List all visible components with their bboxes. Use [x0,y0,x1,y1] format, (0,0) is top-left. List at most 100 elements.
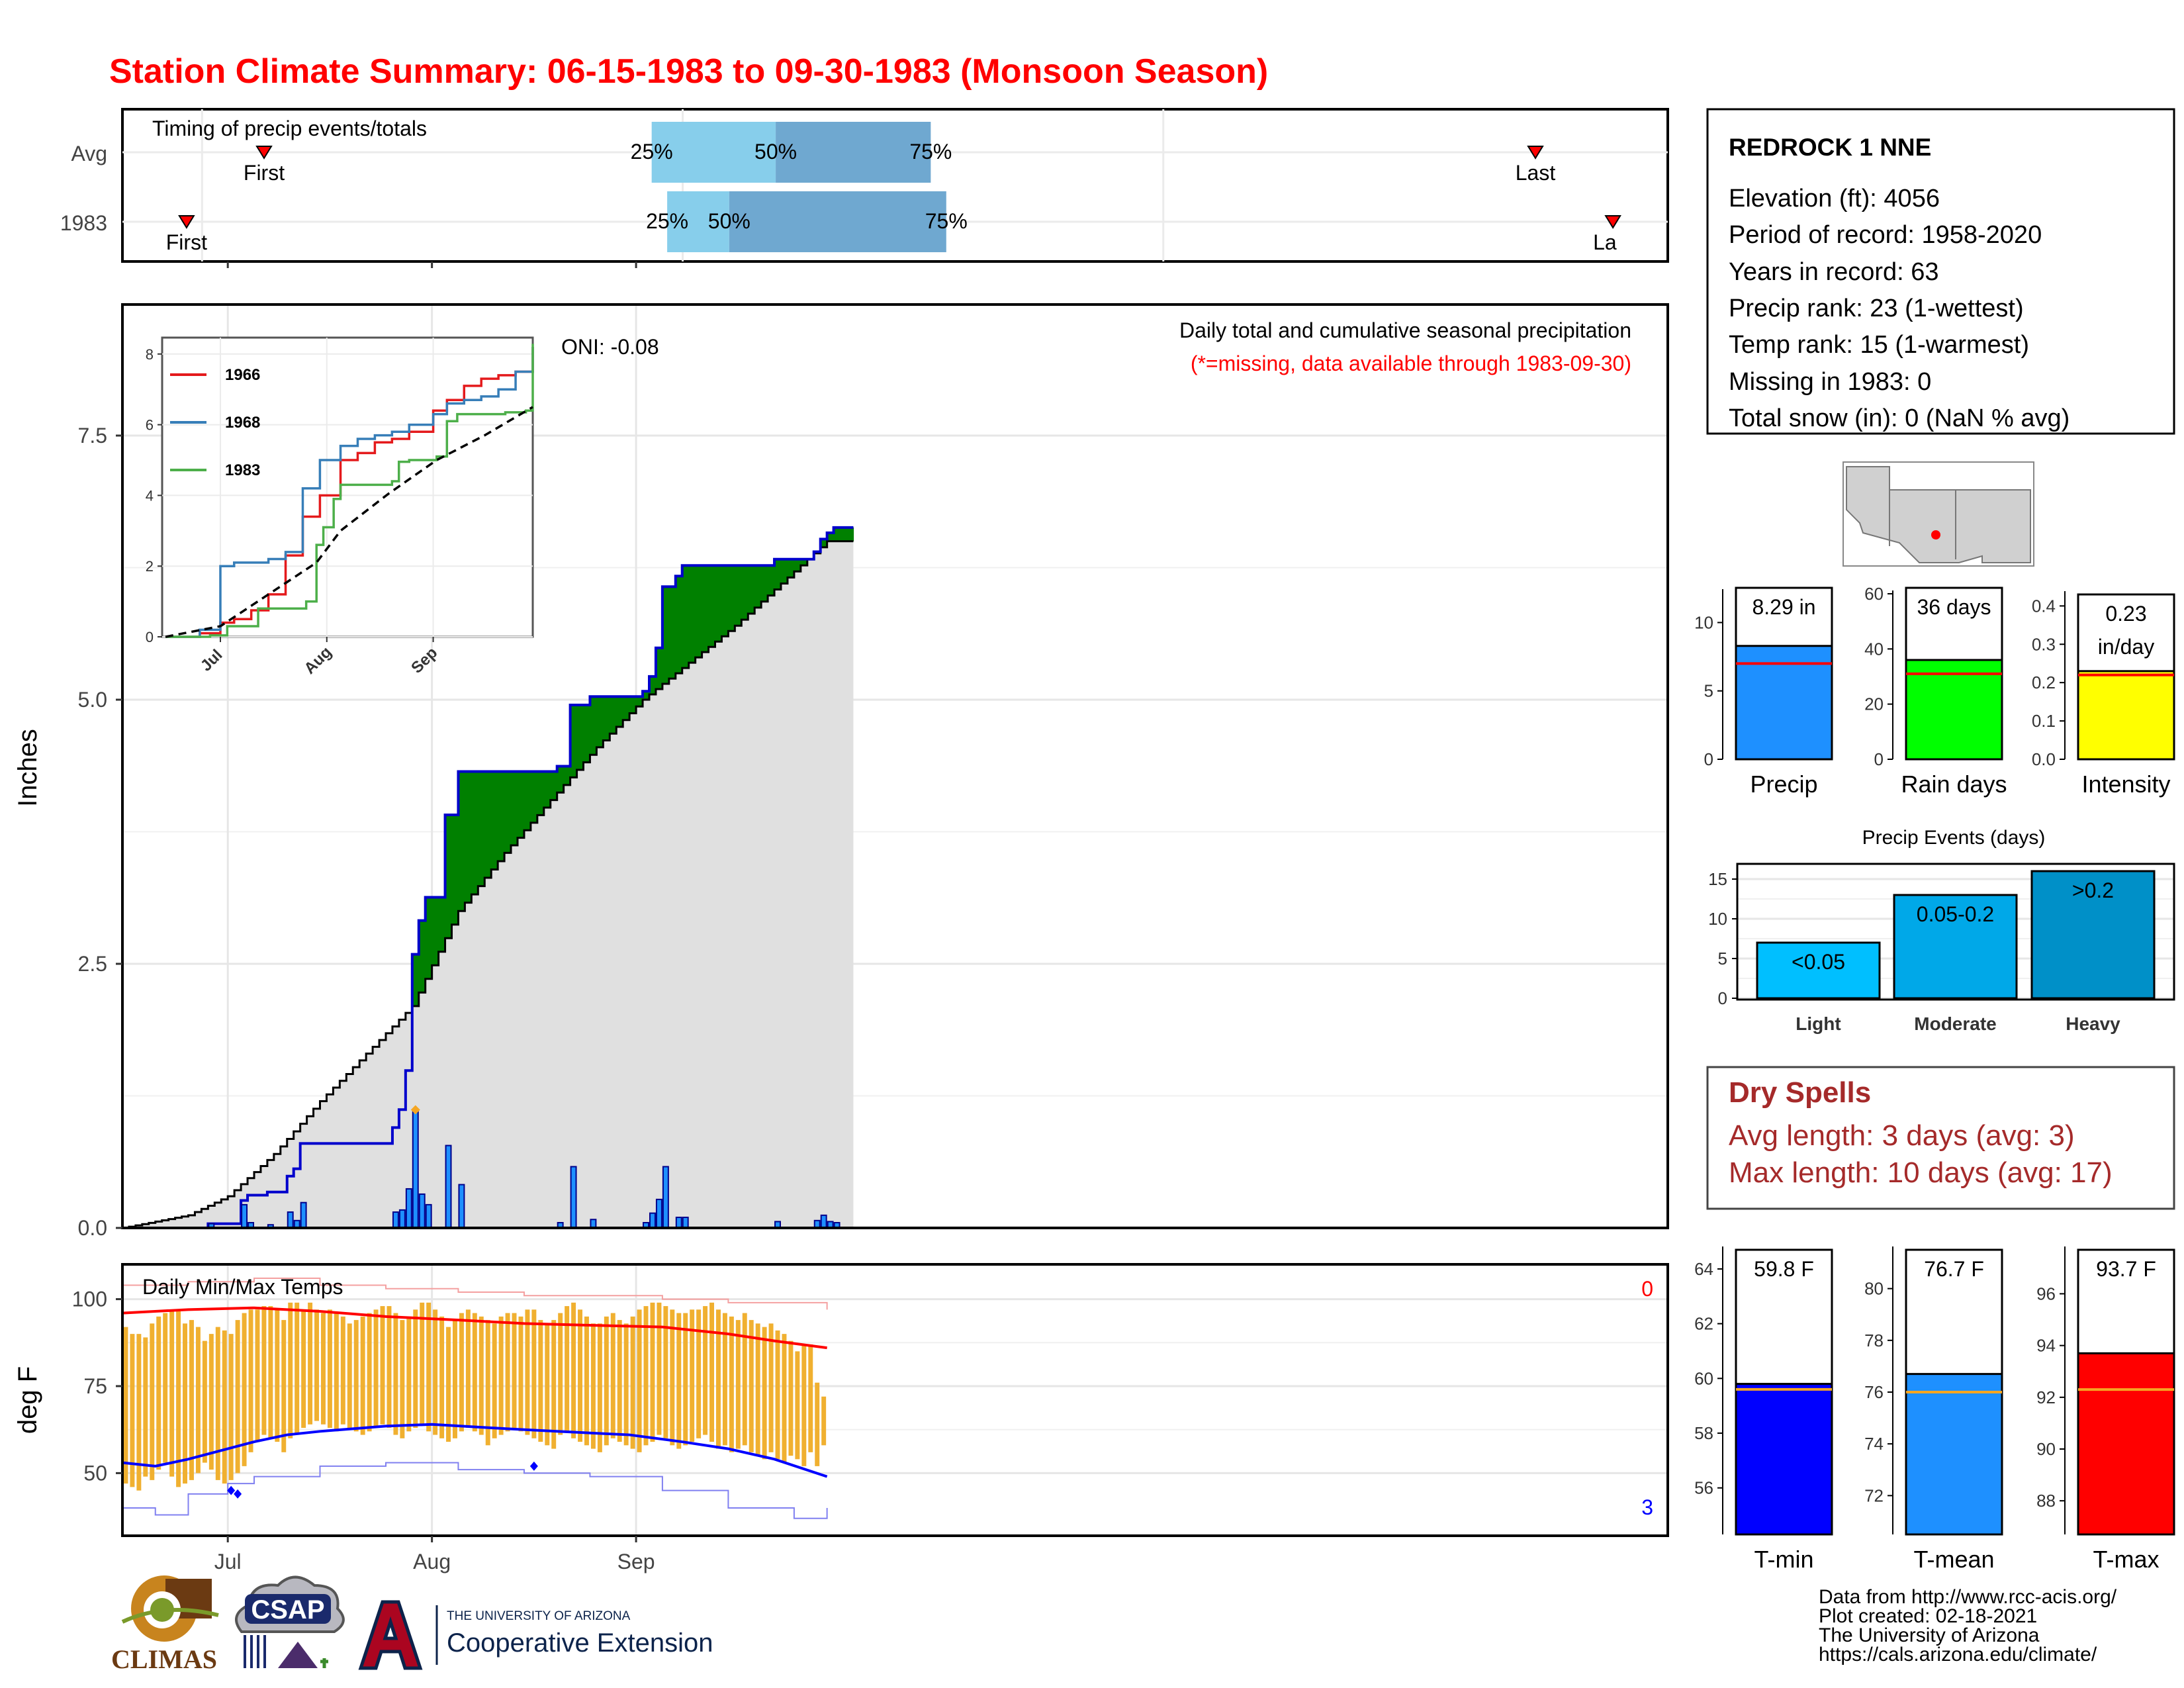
daily-precip-bar [655,1198,662,1229]
temp-daily-range-bar [683,1313,688,1446]
above-average-fill [695,565,703,658]
summary-bar-value [2077,1352,2175,1536]
inset-y-tick-label: 2 [146,558,154,575]
summary-bar-y-tick-label: 74 [1864,1434,1884,1454]
temp-daily-range-bar [762,1327,767,1460]
temp-daily-range-bar [663,1306,668,1438]
temp-daily-range-bar [380,1306,385,1425]
temp-daily-range-bar [538,1320,543,1442]
above-average-fill [523,771,531,831]
above-average-fill [603,696,610,741]
temp-daily-range-bar [261,1306,267,1435]
station-name: REDROCK 1 NNE [1729,134,1931,161]
inset-y-tick-label: 8 [146,346,154,363]
temp-daily-range-bar [670,1309,675,1446]
summary-bar-y-tick-label: 0.3 [2032,634,2056,654]
timing-p75-label: 75% [925,209,968,233]
temp-daily-range-bar [578,1309,582,1442]
temp-daily-range-bar [295,1302,300,1435]
above-average-fill [432,897,439,966]
above-average-fill [465,771,472,903]
dry-spells-avg: Avg length: 3 days (avg: 3) [1729,1119,2075,1152]
temp-daily-range-bar [143,1337,148,1477]
temp-daily-range-bar [183,1323,187,1484]
daily-precip-bar [445,1145,452,1229]
timing-last-marker [1604,215,1621,229]
ua-logo: THE UNIVERSITY OF ARIZONA Cooperative Ex… [358,1600,713,1670]
dry-spells-title: Dry Spells [1729,1076,1871,1109]
summary-bar-y-tick-label: 90 [2036,1439,2056,1459]
precip-areas [122,526,854,1229]
daily-precip-bar [649,1212,656,1229]
summary-bar-y-tick-label: 88 [2036,1491,2056,1511]
temp-daily-range-bar [420,1302,425,1425]
station-location-dot [1931,530,1940,539]
temp-daily-range-bar [735,1320,741,1449]
observed-cumulative-line [122,526,854,1229]
temp-y-ticks: 50 75 100 [72,1288,122,1485]
above-average-fill [662,586,670,684]
precip-missing-note: (*=missing, data available through 1983-… [1191,352,1631,375]
temp-daily-range-bar [709,1302,714,1442]
temp-daily-range-bar [446,1327,451,1442]
daily-precip-bar [662,1166,669,1229]
record-low-marker [529,1461,538,1471]
temp-lines [122,1278,828,1519]
temp-daily-range-bar [163,1313,168,1463]
summary-bar-y-tick-label: 0.0 [2032,749,2056,769]
events-y-tick-label: 15 [1708,869,1727,889]
temp-daily-range-bar [215,1327,220,1480]
x-axis-tick-label: Jul [214,1550,242,1573]
credit-url: https://cals.arizona.edu/climate/ [1819,1644,2097,1665]
temp-daily-range-bar [696,1309,702,1438]
above-average-fill [655,647,663,690]
timing-p50-label: 50% [754,140,797,164]
temp-daily-range-bar [505,1313,510,1432]
above-average-fill [636,696,643,707]
timing-last-marker [1527,146,1544,160]
above-average-fill [748,565,755,614]
above-average-fill [557,766,565,793]
precip-event-bar-label: 0.05-0.2 [1917,902,1994,926]
summary-bar-y-tick-label: 94 [2036,1336,2056,1356]
above-average-fill [675,576,683,674]
temp-daily-range-bar [571,1302,576,1438]
above-average-fill [412,954,420,1006]
daily-precip-bar [398,1209,406,1229]
temp-daily-range-bar [189,1320,194,1480]
temp-line-record-low [122,1462,828,1519]
temp-daily-range-bar [815,1382,820,1466]
temp-daily-range-bar [690,1309,695,1442]
temp-daily-range-bar [749,1320,754,1452]
timing-p25-label: 25% [646,209,688,233]
temp-daily-range-bar [281,1320,287,1452]
above-average-fill [800,559,808,566]
above-average-fill [781,559,788,584]
temp-daily-bars [123,1302,827,1491]
summary-bar-y-tick-label: 20 [1864,694,1884,714]
page-title: Station Climate Summary: 06-15-1983 to 0… [109,52,1268,91]
daily-precip-bar [418,1193,426,1229]
temp-daily-range-bar [722,1313,727,1446]
temp-daily-range-bar [314,1309,319,1421]
summary-bar-y-tick-label: 5 [1704,681,1713,701]
temp-daily-range-bar [716,1309,721,1449]
temp-hot-count: 0 [1641,1277,1653,1301]
record-low-marker [234,1489,242,1499]
precip-event-bar-label: >0.2 [2072,878,2114,902]
summary-bar-category: T-max [2093,1546,2159,1573]
temp-daily-range-bar [413,1309,418,1429]
temp-daily-range-bar [558,1313,563,1435]
temp-daily-range-bar [222,1330,227,1484]
temp-cold-count: 3 [1641,1495,1653,1519]
summary-bar-label: 36 days [1917,595,1991,619]
above-average-fill [668,586,676,679]
timing-last-label: La [1593,230,1617,254]
above-average-fill [840,527,848,541]
summary-bar-y-tick-label: 0.2 [2032,673,2056,692]
temp-daily-range-bar [453,1320,457,1438]
precip-y-tick-label: 2.5 [78,952,107,976]
above-average-fill [445,814,453,939]
above-average-fill [583,704,591,763]
